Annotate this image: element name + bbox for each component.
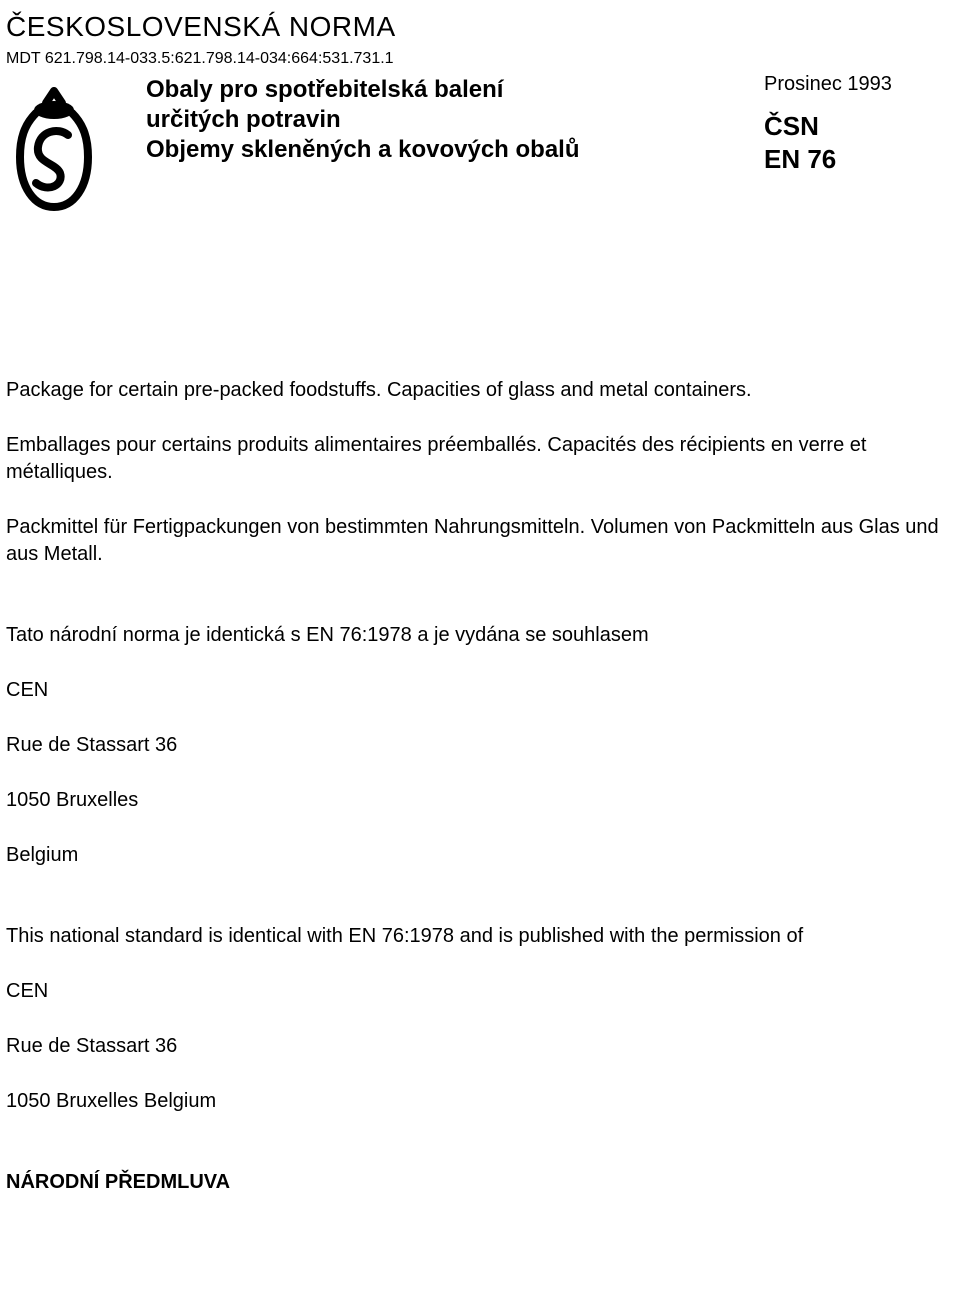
title-line-1: Obaly pro spotřebitelská balení	[146, 75, 764, 105]
translation-fr: Emballages pour certains produits alimen…	[6, 432, 954, 486]
cen-street-cz: Rue de Stassart 36	[6, 732, 954, 759]
header-row: Obaly pro spotřebitelská balení určitých…	[6, 71, 954, 217]
mdt-code: MDT 621.798.14-033.5:621.798.14-034:664:…	[6, 48, 954, 70]
page-heading: ČESKOSLOVENSKÁ NORMA	[6, 8, 954, 46]
body-section: Package for certain pre-packed foodstuff…	[6, 377, 954, 1196]
translation-en: Package for certain pre-packed foodstuff…	[6, 377, 954, 404]
footer-heading: NÁRODNÍ PŘEDMLUVA	[6, 1169, 954, 1196]
logo-icon	[6, 81, 146, 217]
cen-country-cz: Belgium	[6, 842, 954, 869]
cen-org-cz: CEN	[6, 677, 954, 704]
publication-date: Prosinec 1993	[764, 71, 954, 98]
identical-en: This national standard is identical with…	[6, 923, 954, 950]
logo-cell	[6, 71, 146, 217]
title-line-2: určitých potravin	[146, 105, 764, 135]
standard-code-1: ČSN	[764, 110, 954, 143]
identical-cz: Tato národní norma je identická s EN 76:…	[6, 622, 954, 649]
cen-city-cz: 1050 Bruxelles	[6, 787, 954, 814]
cen-citycountry-en: 1050 Bruxelles Belgium	[6, 1088, 954, 1115]
cen-street-en: Rue de Stassart 36	[6, 1033, 954, 1060]
title-line-3: Objemy skleněných a kovových obalů	[146, 135, 764, 165]
standard-code-2: EN 76	[764, 143, 954, 176]
code-cell: Prosinec 1993 ČSN EN 76	[764, 71, 954, 175]
title-cell: Obaly pro spotřebitelská balení určitých…	[146, 71, 764, 165]
cen-org-en: CEN	[6, 978, 954, 1005]
translation-de: Packmittel für Fertigpackungen von besti…	[6, 514, 954, 568]
